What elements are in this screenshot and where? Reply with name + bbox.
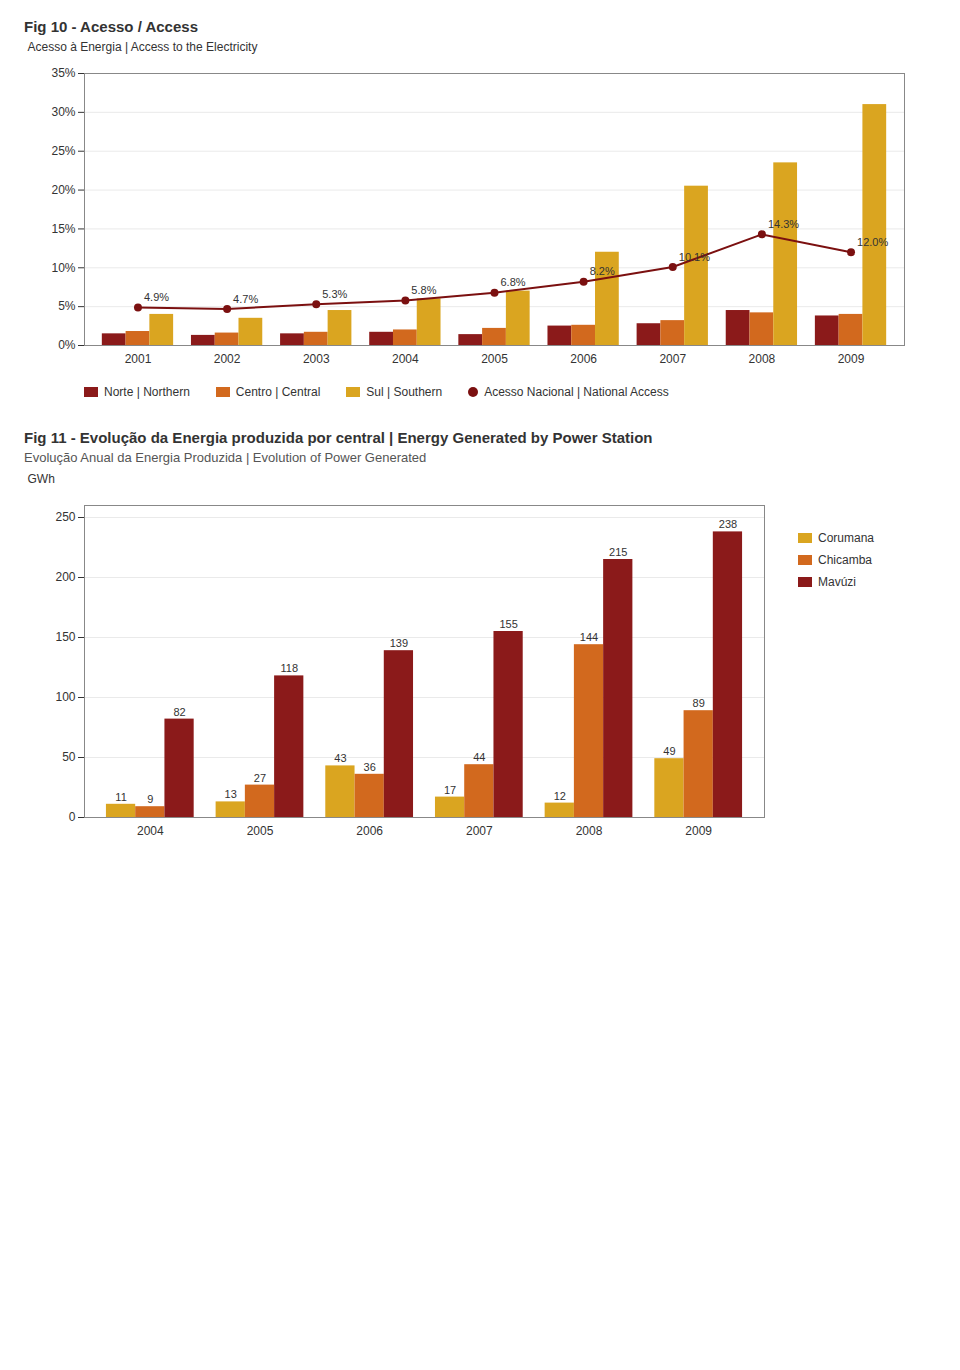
svg-text:2004: 2004	[137, 824, 164, 838]
html-text:Sul | Southern: Sul | Southern	[366, 385, 443, 399]
html-text:Centro | Central: Centro | Central	[235, 385, 321, 399]
svg-text:150: 150	[55, 630, 75, 644]
html-text:Evolução Anual da Energia Prod: Evolução Anual da Energia Produzida | Ev…	[24, 450, 427, 465]
svg-text:10%: 10%	[51, 261, 75, 275]
svg-text:2009: 2009	[685, 824, 712, 838]
svg-text:9: 9	[147, 793, 153, 805]
svg-text:15%: 15%	[51, 222, 75, 236]
svg-text:2005: 2005	[247, 824, 274, 838]
svg-text:2002: 2002	[214, 352, 241, 366]
svg-text:11: 11	[115, 791, 126, 803]
svg-text:2001: 2001	[125, 352, 152, 366]
svg-text:43: 43	[334, 752, 346, 764]
svg-text:5.3%: 5.3%	[322, 288, 347, 300]
svg-text:2008: 2008	[576, 824, 603, 838]
svg-text:12: 12	[554, 790, 566, 802]
svg-text:100: 100	[55, 690, 75, 704]
svg-text:GWh: GWh	[28, 472, 55, 486]
svg-text:2003: 2003	[303, 352, 330, 366]
svg-text:82: 82	[173, 706, 185, 718]
svg-text:89: 89	[693, 697, 705, 709]
svg-text:2004: 2004	[392, 352, 419, 366]
html-text:Chicamba: Chicamba	[818, 553, 872, 567]
html-text:Fig 10 - Acesso / Access: Fig 10 - Acesso / Access	[24, 18, 198, 35]
html-text:Mavúzi: Mavúzi	[818, 575, 856, 589]
svg-text:10.1%: 10.1%	[679, 251, 710, 263]
svg-text:20%: 20%	[51, 183, 75, 197]
svg-text:2008: 2008	[749, 352, 776, 366]
svg-text:27: 27	[254, 772, 266, 784]
svg-text:200: 200	[55, 570, 75, 584]
svg-text:250: 250	[55, 510, 75, 524]
svg-text:2005: 2005	[481, 352, 508, 366]
svg-text:25%: 25%	[51, 144, 75, 158]
svg-text:4.9%: 4.9%	[144, 291, 169, 303]
svg-text:2007: 2007	[659, 352, 686, 366]
svg-text:6.8%: 6.8%	[501, 276, 526, 288]
svg-text:13: 13	[225, 788, 237, 800]
svg-text:2007: 2007	[466, 824, 493, 838]
svg-text:0%: 0%	[58, 338, 76, 352]
svg-text:12.0%: 12.0%	[857, 236, 888, 248]
svg-text:14.3%: 14.3%	[768, 218, 799, 230]
svg-text:4.7%: 4.7%	[233, 292, 258, 304]
svg-text:144: 144	[580, 631, 598, 643]
svg-text:155: 155	[499, 618, 517, 630]
svg-text:17: 17	[444, 784, 456, 796]
svg-text:5%: 5%	[58, 299, 76, 313]
html-text:Fig 11 - Evolução da Energia p: Fig 11 - Evolução da Energia produzida p…	[24, 429, 653, 446]
svg-text:49: 49	[663, 745, 675, 757]
svg-text:35%: 35%	[51, 66, 75, 80]
svg-text:36: 36	[364, 761, 376, 773]
svg-text:2006: 2006	[356, 824, 383, 838]
svg-text:30%: 30%	[51, 105, 75, 119]
svg-text:139: 139	[390, 637, 408, 649]
svg-text:5.8%: 5.8%	[411, 284, 436, 296]
svg-text:215: 215	[609, 546, 627, 558]
svg-text:118: 118	[280, 662, 298, 674]
html-text:Corumana: Corumana	[818, 531, 874, 545]
svg-text:238: 238	[719, 518, 737, 530]
svg-text:0: 0	[69, 810, 76, 824]
svg-text:2009: 2009	[838, 352, 865, 366]
html-text:Acesso Nacional | National Acc: Acesso Nacional | National Access	[484, 385, 669, 399]
svg-text:2006: 2006	[570, 352, 597, 366]
svg-text:50: 50	[62, 750, 76, 764]
svg-text:Acesso à Energia | Access to t: Acesso à Energia | Access to the Electri…	[28, 40, 258, 54]
svg-text:8.2%: 8.2%	[590, 265, 615, 277]
html-text:Norte | Northern: Norte | Northern	[104, 385, 190, 399]
svg-text:44: 44	[473, 751, 485, 763]
